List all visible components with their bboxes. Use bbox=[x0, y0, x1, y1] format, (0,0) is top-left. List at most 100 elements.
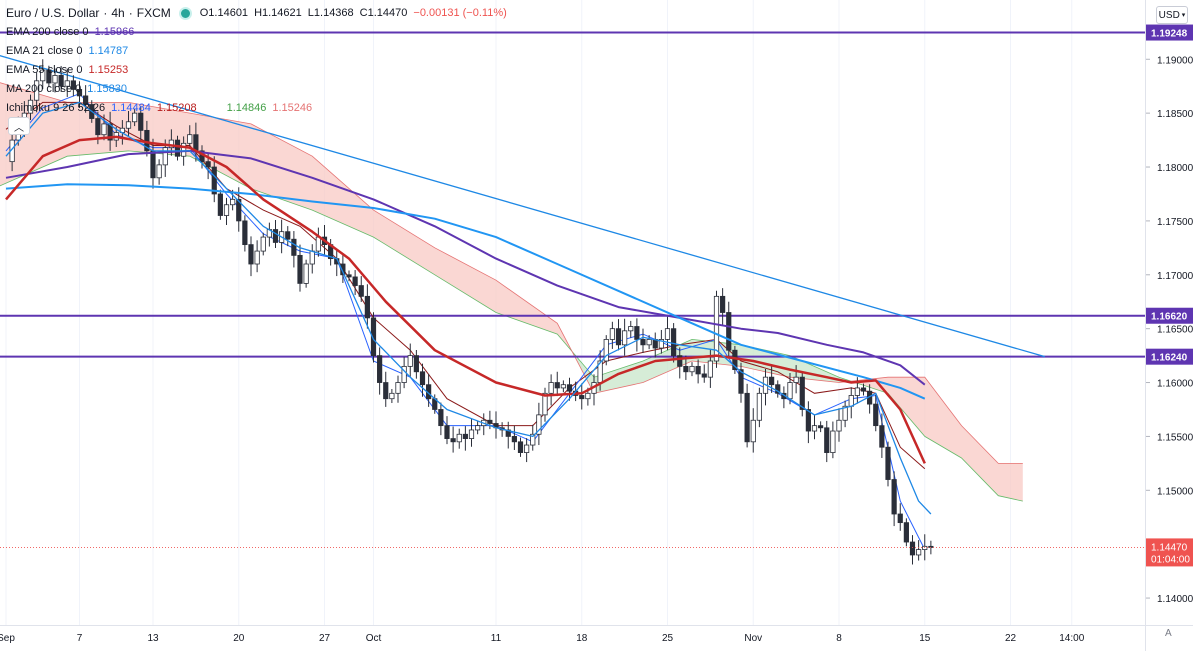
candle-body bbox=[162, 147, 168, 166]
candle bbox=[658, 329, 664, 354]
candle bbox=[303, 259, 309, 288]
candle-body bbox=[842, 405, 848, 421]
candle-body bbox=[677, 355, 683, 367]
indicator-value: 1.15830 bbox=[87, 83, 127, 95]
auto-scale-button[interactable]: A bbox=[1165, 628, 1172, 639]
candle-body bbox=[462, 433, 468, 439]
chevron-down-icon: ▾ bbox=[1181, 12, 1186, 19]
indicator-ema55[interactable]: EMA 55 close 0 1.15253 bbox=[6, 61, 507, 80]
candle-body bbox=[811, 425, 818, 432]
candle-body bbox=[291, 238, 297, 256]
candle bbox=[346, 270, 352, 282]
candle bbox=[615, 319, 622, 351]
candle bbox=[628, 320, 634, 338]
price-tick-label: 1.17000 bbox=[1157, 271, 1193, 282]
candle-body bbox=[236, 198, 242, 222]
time-axis[interactable]: Sep 7 13 20 27 Oct 11 18 25 Nov 8 15 22 14:00 bbox=[0, 625, 1145, 651]
level-price-label: 1.19248 bbox=[1151, 29, 1188, 40]
candle-body bbox=[879, 425, 885, 448]
candle-body bbox=[744, 392, 750, 443]
candle bbox=[132, 108, 138, 127]
candle-body bbox=[885, 446, 891, 480]
candle bbox=[720, 288, 726, 325]
candle-body bbox=[156, 164, 162, 179]
candle bbox=[58, 65, 64, 92]
candle-body bbox=[340, 263, 346, 276]
candle bbox=[383, 371, 389, 407]
symbol-name[interactable]: Euro / U.S. Dollar bbox=[6, 6, 100, 20]
candle-body bbox=[830, 430, 836, 453]
kumo-bearish-cloud bbox=[0, 82, 573, 353]
price-tick-label: 1.16500 bbox=[1157, 325, 1193, 336]
candle-body bbox=[524, 444, 530, 453]
indicator-ema21[interactable]: EMA 21 close 0 1.14787 bbox=[6, 42, 507, 61]
candle-body bbox=[615, 328, 622, 346]
candle-body bbox=[254, 250, 260, 265]
candle bbox=[266, 222, 272, 247]
ohlc-low: L1.14368 bbox=[307, 7, 354, 19]
candle-body bbox=[370, 317, 377, 357]
ichimoku-span-a-value: 1.14846 bbox=[226, 102, 267, 114]
indicator-ichimoku[interactable]: Ichimoku 9 26 52 26 1.14484 1.15208 1.14… bbox=[6, 99, 507, 118]
time-tick-label: 25 bbox=[662, 633, 674, 644]
candle-body bbox=[107, 123, 113, 141]
legend-collapse-button[interactable]: ︿ bbox=[8, 117, 30, 135]
candle bbox=[40, 59, 46, 90]
time-tick-label: 20 bbox=[233, 633, 245, 644]
indicator-value: 1.15966 bbox=[94, 26, 135, 38]
candle bbox=[70, 75, 76, 97]
candle-body bbox=[609, 328, 615, 340]
ohlc-high: H1.14621 bbox=[254, 7, 302, 19]
indicator-label: EMA 21 close 0 bbox=[6, 45, 83, 57]
candle-body bbox=[603, 339, 609, 362]
candle bbox=[242, 215, 248, 252]
currency-dropdown[interactable]: USD ▾ bbox=[1156, 6, 1188, 24]
candle-body bbox=[903, 522, 909, 543]
candle bbox=[248, 236, 254, 277]
symbol-header[interactable]: Euro / U.S. Dollar · 4h · FXCM O1.14601 H… bbox=[6, 4, 507, 23]
indicator-value: 1.14787 bbox=[88, 45, 129, 57]
candle-body bbox=[750, 419, 756, 443]
candle bbox=[879, 413, 885, 458]
price-chart[interactable] bbox=[0, 0, 1145, 625]
candle-body bbox=[701, 373, 707, 378]
candle-body bbox=[487, 419, 493, 424]
candle-body bbox=[873, 403, 879, 427]
candle bbox=[450, 426, 456, 453]
candle bbox=[726, 301, 732, 359]
candle-body bbox=[542, 392, 548, 416]
candle bbox=[407, 343, 413, 378]
candle bbox=[744, 383, 750, 448]
candle-body bbox=[187, 134, 193, 144]
candle-body bbox=[413, 355, 419, 373]
candle-body bbox=[646, 339, 652, 346]
candle bbox=[138, 106, 144, 140]
candle-body bbox=[628, 326, 634, 332]
chart-pane[interactable] bbox=[0, 0, 1145, 625]
candle bbox=[824, 420, 830, 463]
candle bbox=[781, 386, 787, 409]
candle bbox=[364, 284, 370, 329]
candle bbox=[695, 359, 701, 384]
candle bbox=[524, 438, 530, 463]
interval-label[interactable]: 4h bbox=[111, 6, 125, 20]
candle bbox=[897, 503, 903, 531]
candle bbox=[187, 125, 193, 149]
indicator-ma200[interactable]: MA 200 close 0 1.15830 bbox=[6, 80, 507, 99]
price-axis[interactable]: 1.19000 1.18500 1.18000 1.17500 1.17000 1.165… bbox=[1145, 0, 1193, 625]
ichimoku-tenkan-value: 1.14484 bbox=[111, 102, 151, 114]
indicator-ema200[interactable]: EMA 200 close 0 1.15966 bbox=[6, 23, 507, 42]
candle-body bbox=[916, 549, 922, 556]
candle-body bbox=[818, 425, 824, 429]
time-tick-label: 27 bbox=[319, 633, 331, 644]
candle bbox=[762, 368, 769, 406]
candle bbox=[107, 111, 113, 151]
candle-body bbox=[193, 134, 199, 152]
exchange-label: FXCM bbox=[136, 6, 171, 20]
candle bbox=[505, 421, 511, 449]
time-tick-label: 8 bbox=[836, 633, 842, 644]
candle-body bbox=[285, 231, 291, 240]
candle-body bbox=[634, 326, 640, 340]
candle bbox=[664, 316, 671, 351]
indicator-label: Ichimoku 9 26 52 26 bbox=[6, 102, 106, 114]
